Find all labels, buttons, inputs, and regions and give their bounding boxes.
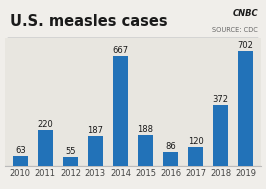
Bar [163,152,178,166]
Text: 220: 220 [38,120,53,129]
Bar [213,105,228,166]
Bar [38,130,53,166]
Text: 702: 702 [238,41,253,50]
Text: 86: 86 [165,142,176,151]
Bar [238,51,253,166]
Text: 120: 120 [188,137,203,146]
Text: 372: 372 [213,95,228,104]
Bar [63,157,78,166]
Text: 188: 188 [138,125,153,134]
Text: 63: 63 [15,146,26,155]
Bar [188,146,203,166]
Bar [13,156,28,166]
Text: U.S. measles cases: U.S. measles cases [10,14,168,29]
Text: SOURCE: CDC: SOURCE: CDC [212,27,258,33]
Text: CNBC: CNBC [232,9,258,18]
Bar [88,136,103,166]
Text: 187: 187 [88,125,103,135]
Bar [138,135,153,166]
Bar [113,57,128,166]
Text: 55: 55 [65,147,76,156]
Text: 667: 667 [113,46,128,55]
